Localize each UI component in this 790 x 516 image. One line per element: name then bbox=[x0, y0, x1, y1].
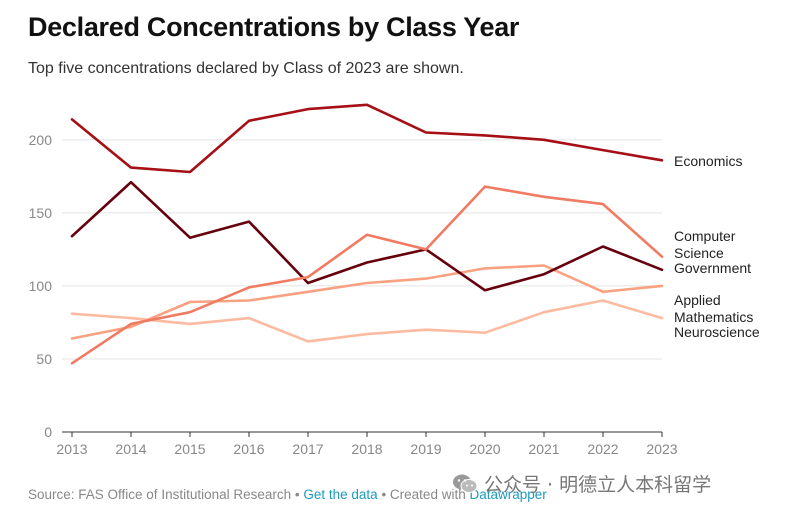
x-tick-label: 2018 bbox=[351, 441, 382, 457]
chart-subtitle: Top five concentrations declared by Clas… bbox=[28, 60, 464, 77]
x-tick-label: 2023 bbox=[646, 441, 677, 457]
grid-lines bbox=[62, 139, 662, 433]
series-label-applied-mathematics: Applied bbox=[674, 292, 721, 308]
watermark: 公众号 · 明德立人本科留学 bbox=[452, 470, 711, 497]
x-tick-label: 2014 bbox=[115, 441, 146, 457]
y-tick-label: 0 bbox=[44, 424, 52, 440]
y-tick-label: 150 bbox=[29, 205, 53, 221]
series-label-government: Government bbox=[674, 260, 751, 276]
x-tick-label: 2017 bbox=[292, 441, 323, 457]
series-line-neuroscience bbox=[70, 299, 664, 343]
x-tick-label: 2016 bbox=[233, 441, 264, 457]
footer-separator: • bbox=[291, 487, 304, 502]
y-tick-label: 100 bbox=[29, 278, 53, 294]
x-tick-label: 2020 bbox=[469, 441, 500, 457]
series-label-economics: Economics bbox=[674, 153, 742, 169]
series-label-applied-mathematics: Mathematics bbox=[674, 309, 753, 325]
series-line-economics bbox=[70, 103, 664, 174]
datawrapper-link[interactable]: Datawrapper bbox=[469, 487, 547, 502]
series-label-computer-science: Computer bbox=[674, 228, 736, 244]
footer-separator: • bbox=[377, 487, 390, 502]
wechat-icon bbox=[452, 473, 478, 495]
x-tick-label: 2022 bbox=[587, 441, 618, 457]
watermark-text: 公众号 · 明德立人本科留学 bbox=[484, 474, 712, 496]
series-lines bbox=[70, 103, 664, 365]
y-tick-label: 50 bbox=[36, 351, 52, 367]
x-tick-label: 2019 bbox=[410, 441, 441, 457]
get-data-link[interactable]: Get the data bbox=[303, 487, 378, 502]
x-tick-label: 2013 bbox=[56, 441, 87, 457]
series-line-government bbox=[70, 180, 664, 292]
y-axis-ticks: 0 50 100 150 200 bbox=[29, 132, 53, 440]
x-tick-label: 2015 bbox=[174, 441, 205, 457]
x-axis-ticks: 2013 2014 2015 2016 2017 2018 2019 2020 2021 2022… bbox=[56, 432, 678, 457]
y-tick-label: 200 bbox=[29, 132, 53, 148]
series-label-neuroscience: Neuroscience bbox=[674, 324, 760, 340]
x-tick-label: 2021 bbox=[528, 441, 559, 457]
series-line-applied-mathematics bbox=[70, 264, 664, 340]
source-text: Source: FAS Office of Institutional Rese… bbox=[28, 487, 292, 502]
created-with-text: Created with bbox=[389, 487, 470, 502]
series-line-computer-science bbox=[70, 185, 664, 365]
footer-source: Source: FAS Office of Institutional Rese… bbox=[28, 487, 547, 502]
chart-title: Declared Concentrations by Class Year bbox=[28, 12, 520, 42]
series-label-computer-science: Science bbox=[674, 245, 724, 261]
